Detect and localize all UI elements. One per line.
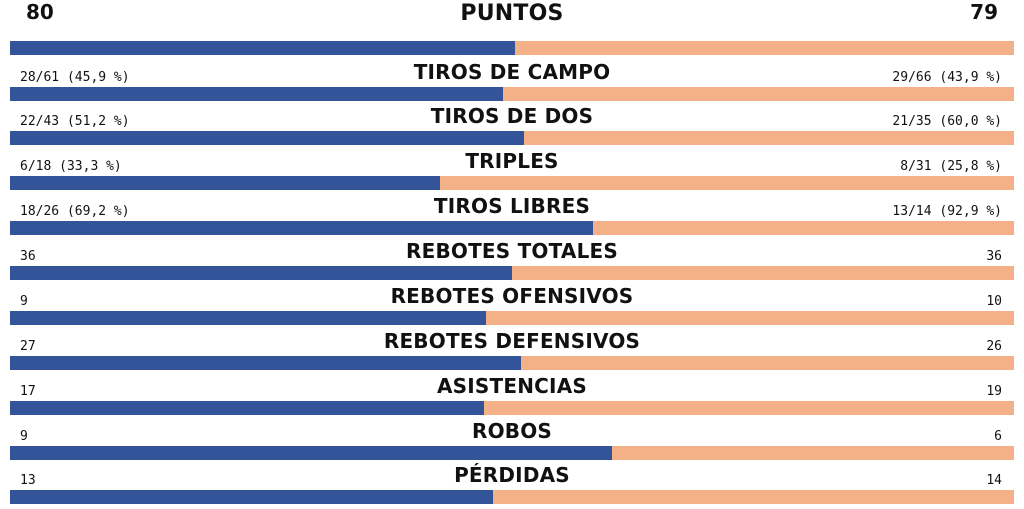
stat-label: TIROS DE CAMPO bbox=[413, 60, 611, 84]
stat-label: ROBOS bbox=[471, 419, 553, 443]
away-value-label: 29/66 (43,9 %) bbox=[892, 70, 1002, 85]
home-bar-segment bbox=[10, 176, 441, 190]
stat-label: PÉRDIDAS bbox=[454, 463, 570, 487]
home-bar-segment bbox=[10, 401, 485, 415]
stat-row: PUNTOS 80 79 bbox=[0, 2, 1024, 60]
away-value-label: 26 bbox=[986, 339, 1002, 354]
home-bar-segment bbox=[10, 131, 524, 145]
stat-row: PÉRDIDAS 13 14 bbox=[0, 463, 1024, 509]
away-bar-segment bbox=[493, 490, 1014, 504]
comparison-bar bbox=[10, 176, 1014, 190]
stat-row: ROBOS 9 6 bbox=[0, 419, 1024, 465]
home-value-label: 13 bbox=[20, 473, 36, 488]
stat-label: ASISTENCIAS bbox=[437, 374, 587, 398]
comparison-bar bbox=[10, 266, 1014, 280]
home-value-label: 28/61 (45,9 %) bbox=[20, 70, 130, 85]
stat-label: TRIPLES bbox=[465, 149, 559, 173]
away-value-label: 14 bbox=[986, 473, 1002, 488]
away-bar-segment bbox=[592, 221, 1014, 235]
stat-row: REBOTES TOTALES 36 36 bbox=[0, 239, 1024, 285]
comparison-bar bbox=[10, 446, 1014, 460]
comparison-bar bbox=[10, 490, 1014, 504]
home-value-label: 9 bbox=[20, 429, 28, 444]
home-value-label: 80 bbox=[26, 0, 54, 24]
stat-row: ASISTENCIAS 17 19 bbox=[0, 374, 1024, 420]
away-bar-segment bbox=[612, 446, 1014, 460]
stat-row: REBOTES DEFENSIVOS 27 26 bbox=[0, 329, 1024, 375]
away-value-label: 19 bbox=[986, 384, 1002, 399]
stat-row: TIROS DE CAMPO 28/61 (45,9 %) 29/66 (43,9 … bbox=[0, 60, 1024, 106]
comparison-bar bbox=[10, 131, 1014, 145]
home-bar-segment bbox=[10, 87, 504, 101]
away-bar-segment bbox=[484, 401, 1014, 415]
away-value-label: 6 bbox=[994, 429, 1002, 444]
stat-label: REBOTES TOTALES bbox=[405, 239, 618, 263]
home-value-label: 17 bbox=[20, 384, 36, 399]
away-bar-segment bbox=[503, 87, 1014, 101]
stat-row: TIROS DE DOS 22/43 (51,2 %) 21/35 (60,0 %) bbox=[0, 104, 1024, 150]
away-bar-segment bbox=[512, 266, 1014, 280]
away-value-label: 10 bbox=[986, 294, 1002, 309]
stat-label: REBOTES DEFENSIVOS bbox=[383, 329, 641, 353]
away-value-label: 79 bbox=[970, 0, 998, 24]
stat-row: TIROS LIBRES 18/26 (69,2 %) 13/14 (92,9 %) bbox=[0, 194, 1024, 240]
stat-label: TIROS DE DOS bbox=[430, 104, 594, 128]
comparison-bar bbox=[10, 311, 1014, 325]
home-value-label: 9 bbox=[20, 294, 28, 309]
away-value-label: 8/31 (25,8 %) bbox=[900, 159, 1002, 174]
away-bar-segment bbox=[521, 356, 1014, 370]
home-value-label: 22/43 (51,2 %) bbox=[20, 114, 130, 129]
home-bar-segment bbox=[10, 221, 593, 235]
home-bar-segment bbox=[10, 356, 522, 370]
away-bar-segment bbox=[440, 176, 1014, 190]
stat-label: REBOTES OFENSIVOS bbox=[390, 284, 634, 308]
away-value-label: 21/35 (60,0 %) bbox=[892, 114, 1002, 129]
stat-row: TRIPLES 6/18 (33,3 %) 8/31 (25,8 %) bbox=[0, 149, 1024, 195]
home-bar-segment bbox=[10, 311, 486, 325]
away-bar-segment bbox=[485, 311, 1014, 325]
home-bar-segment bbox=[10, 266, 512, 280]
home-value-label: 6/18 (33,3 %) bbox=[20, 159, 122, 174]
home-bar-segment bbox=[10, 490, 494, 504]
away-value-label: 36 bbox=[986, 249, 1002, 264]
away-value-label: 13/14 (92,9 %) bbox=[892, 204, 1002, 219]
comparison-bar bbox=[10, 41, 1014, 55]
comparison-bar bbox=[10, 87, 1014, 101]
away-bar-segment bbox=[515, 41, 1014, 55]
comparison-bar bbox=[10, 356, 1014, 370]
stat-row: REBOTES OFENSIVOS 9 10 bbox=[0, 284, 1024, 330]
home-bar-segment bbox=[10, 446, 613, 460]
home-bar-segment bbox=[10, 41, 516, 55]
stat-label: TIROS LIBRES bbox=[433, 194, 591, 218]
away-bar-segment bbox=[523, 131, 1014, 145]
home-value-label: 36 bbox=[20, 249, 36, 264]
comparison-bar bbox=[10, 401, 1014, 415]
stat-label: PUNTOS bbox=[460, 1, 564, 26]
comparison-bar bbox=[10, 221, 1014, 235]
home-value-label: 18/26 (69,2 %) bbox=[20, 204, 130, 219]
home-value-label: 27 bbox=[20, 339, 36, 354]
